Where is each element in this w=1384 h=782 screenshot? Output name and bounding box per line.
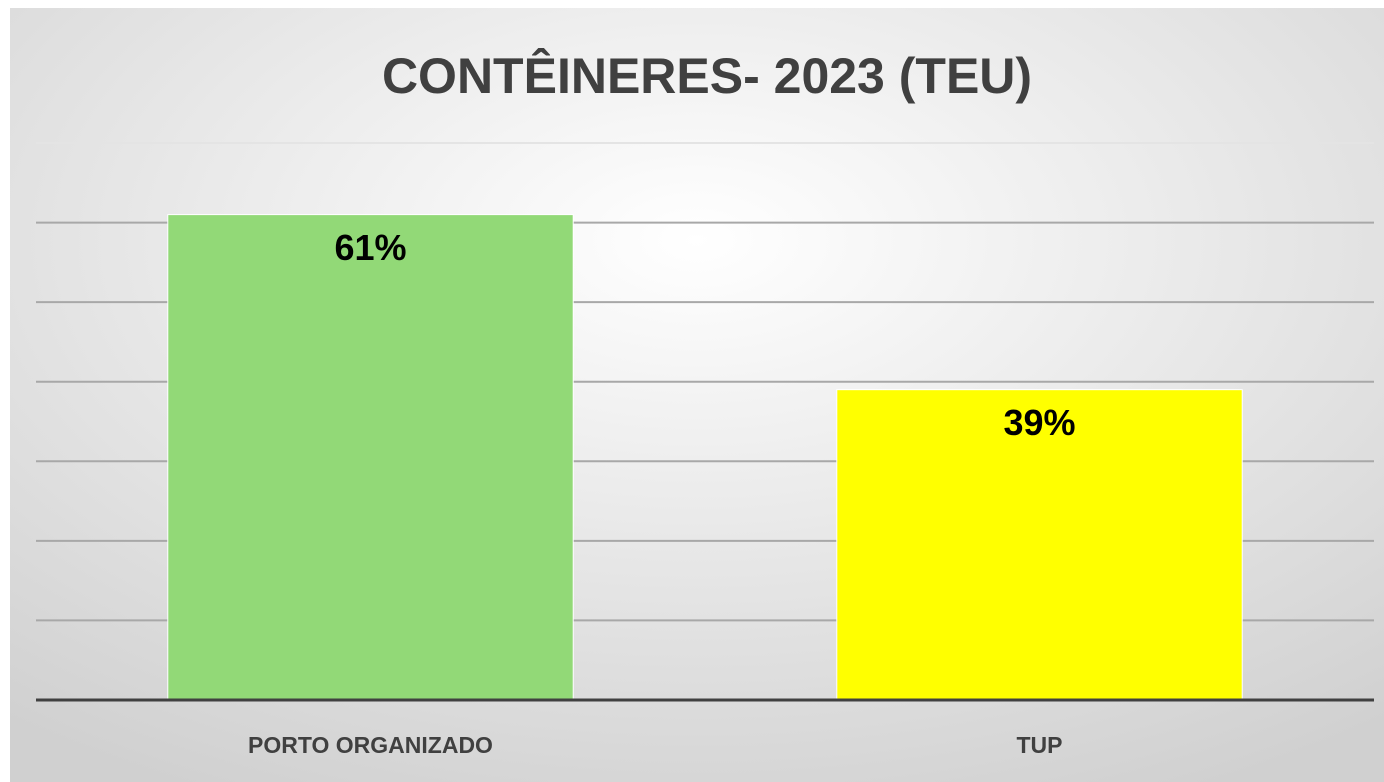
data-label: 61%	[334, 227, 406, 268]
x-tick-label: PORTO ORGANIZADO	[248, 732, 493, 758]
bar	[836, 389, 1243, 701]
x-tick-label: TUP	[1017, 732, 1063, 758]
data-label: 39%	[1003, 402, 1075, 443]
chart-title: CONTÊINERES- 2023 (TEU)	[382, 48, 1032, 104]
bar	[167, 214, 574, 701]
